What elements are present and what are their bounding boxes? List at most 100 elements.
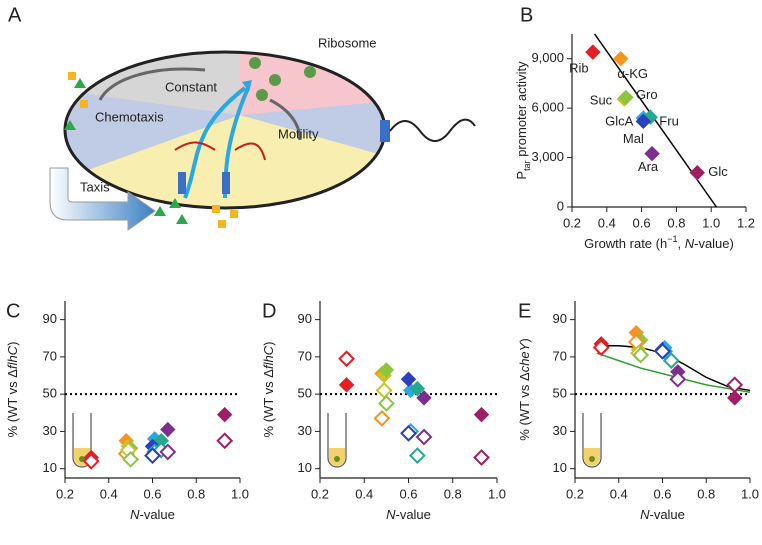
y-tick-label: 10: [553, 460, 567, 475]
y-axis-label-part: % (WT vs Δ: [5, 369, 20, 438]
x-axis-label: Growth rate (h−1, N-value): [584, 234, 734, 251]
diamond: [618, 89, 634, 106]
diamond: [409, 380, 426, 397]
x-axis-label: N-value: [130, 507, 175, 522]
y-tick-label: 30: [43, 423, 57, 438]
diamond: [416, 390, 432, 406]
x-axis-label-part: N: [130, 507, 140, 522]
open-diamond: [669, 370, 687, 388]
x-axis-label-part: −1: [667, 234, 677, 244]
x-tick-label: 1.0: [231, 486, 249, 501]
cell-diagram: A Ribosome Constant Chemotaxis Motility …: [8, 4, 476, 231]
x-tick-label: 0.8: [667, 215, 685, 230]
open-diamond: [144, 447, 161, 465]
point-label: Fru: [659, 114, 679, 129]
panel-letter: D: [262, 300, 276, 322]
open-diamond: [662, 352, 680, 370]
diagram-label: Taxis: [80, 179, 110, 194]
point-label: α-KG: [617, 66, 648, 81]
open-diamond: [726, 376, 744, 394]
open-diamond: [122, 450, 140, 468]
x-axis-label-part: ,: [677, 236, 684, 251]
x-tick-label: 0.6: [399, 486, 417, 501]
x-tick-label: 0.2: [56, 486, 74, 501]
open-diamond: [159, 443, 177, 461]
y-tick-label: 30: [298, 423, 312, 438]
x-tick-label: 0.8: [444, 486, 462, 501]
panel-letter: E: [518, 300, 531, 322]
y-axis-label-part: ): [517, 338, 532, 342]
diamond: [160, 421, 176, 438]
x-axis-label: N-value: [386, 507, 431, 522]
y-tick-label: 10: [298, 460, 312, 475]
x-axis-label-part: Growth rate (h: [584, 236, 667, 251]
x-tick-label: 1.0: [488, 486, 506, 501]
y-tick-label: 90: [298, 311, 312, 326]
open-diamond: [216, 432, 234, 450]
diagram-label: Motility: [278, 126, 319, 141]
y-axis-label-part: % (WT vs Δ: [261, 369, 276, 438]
open-diamond: [373, 409, 391, 427]
x-axis-label-part: -value: [139, 507, 174, 522]
open-diamond: [632, 346, 650, 364]
tube-colony: [589, 456, 595, 462]
x-axis-label-part: -value): [694, 236, 734, 251]
x-tick-label: 0.4: [610, 486, 628, 501]
y-tick-label: 70: [43, 348, 57, 363]
y-axis-label-part: flhC: [261, 345, 276, 369]
y-tick-label: 30: [553, 423, 567, 438]
x-tick-label: 0.4: [100, 486, 118, 501]
y-axis-label: % (WT vs ΔflhC): [261, 342, 276, 438]
y-tick-label: 90: [553, 311, 567, 326]
tube-colony: [334, 456, 340, 462]
open-diamond: [338, 350, 355, 368]
open-diamond: [400, 424, 417, 442]
open-diamond: [408, 447, 426, 465]
y-tick-label: 90: [43, 311, 57, 326]
x-tick-label: 0.6: [653, 486, 671, 501]
open-diamond: [592, 339, 610, 356]
open-diamond: [377, 395, 395, 412]
y-tick-label: 70: [298, 348, 312, 363]
x-tick-label: 1.2: [737, 215, 755, 230]
diamond: [726, 390, 743, 406]
y-axis-label: Ptar promoter activity: [514, 61, 532, 180]
x-tick-label: 0.2: [563, 215, 581, 230]
point-label: Suc: [590, 93, 613, 108]
fit-curve: [596, 344, 751, 392]
diamond: [216, 406, 233, 423]
panel-letter: A: [8, 4, 22, 26]
point-label: Rib: [569, 61, 589, 76]
x-tick-label: 1.0: [702, 215, 720, 230]
y-tick-label: 50: [553, 386, 567, 401]
point-label: Gro: [636, 87, 658, 102]
y-tick-label: 6,000: [531, 100, 564, 115]
diamond: [689, 165, 705, 181]
diagram-label: Constant: [165, 79, 217, 94]
y-axis-label: % (WT vs ΔflhC): [5, 342, 20, 438]
x-axis-label-part: -value: [395, 507, 430, 522]
diamond: [644, 145, 660, 162]
diamond: [400, 371, 417, 387]
open-diamond: [415, 428, 433, 446]
x-tick-label: 1.0: [741, 486, 759, 501]
x-tick-label: 0.6: [633, 215, 651, 230]
y-axis-label-part: promoter activity: [514, 61, 529, 160]
diagram-label: Ribosome: [318, 35, 377, 50]
diamond: [635, 113, 652, 130]
diamond: [473, 406, 490, 423]
point-label: GlcA: [605, 113, 634, 128]
y-axis-label-part: ): [261, 342, 276, 346]
x-tick-label: 0.2: [311, 486, 329, 501]
x-axis-label-part: N: [685, 236, 695, 251]
x-axis-label: N-value: [640, 507, 685, 522]
y-tick-label: 50: [43, 386, 57, 401]
x-tick-label: 0.4: [598, 215, 616, 230]
y-axis-label-part: P: [514, 171, 529, 180]
x-axis-label-part: -value: [649, 507, 684, 522]
point-label: Mal: [623, 131, 644, 146]
x-axis-label-part: N: [640, 507, 650, 522]
x-tick-label: 0.8: [697, 486, 715, 501]
x-tick-label: 0.2: [566, 486, 584, 501]
